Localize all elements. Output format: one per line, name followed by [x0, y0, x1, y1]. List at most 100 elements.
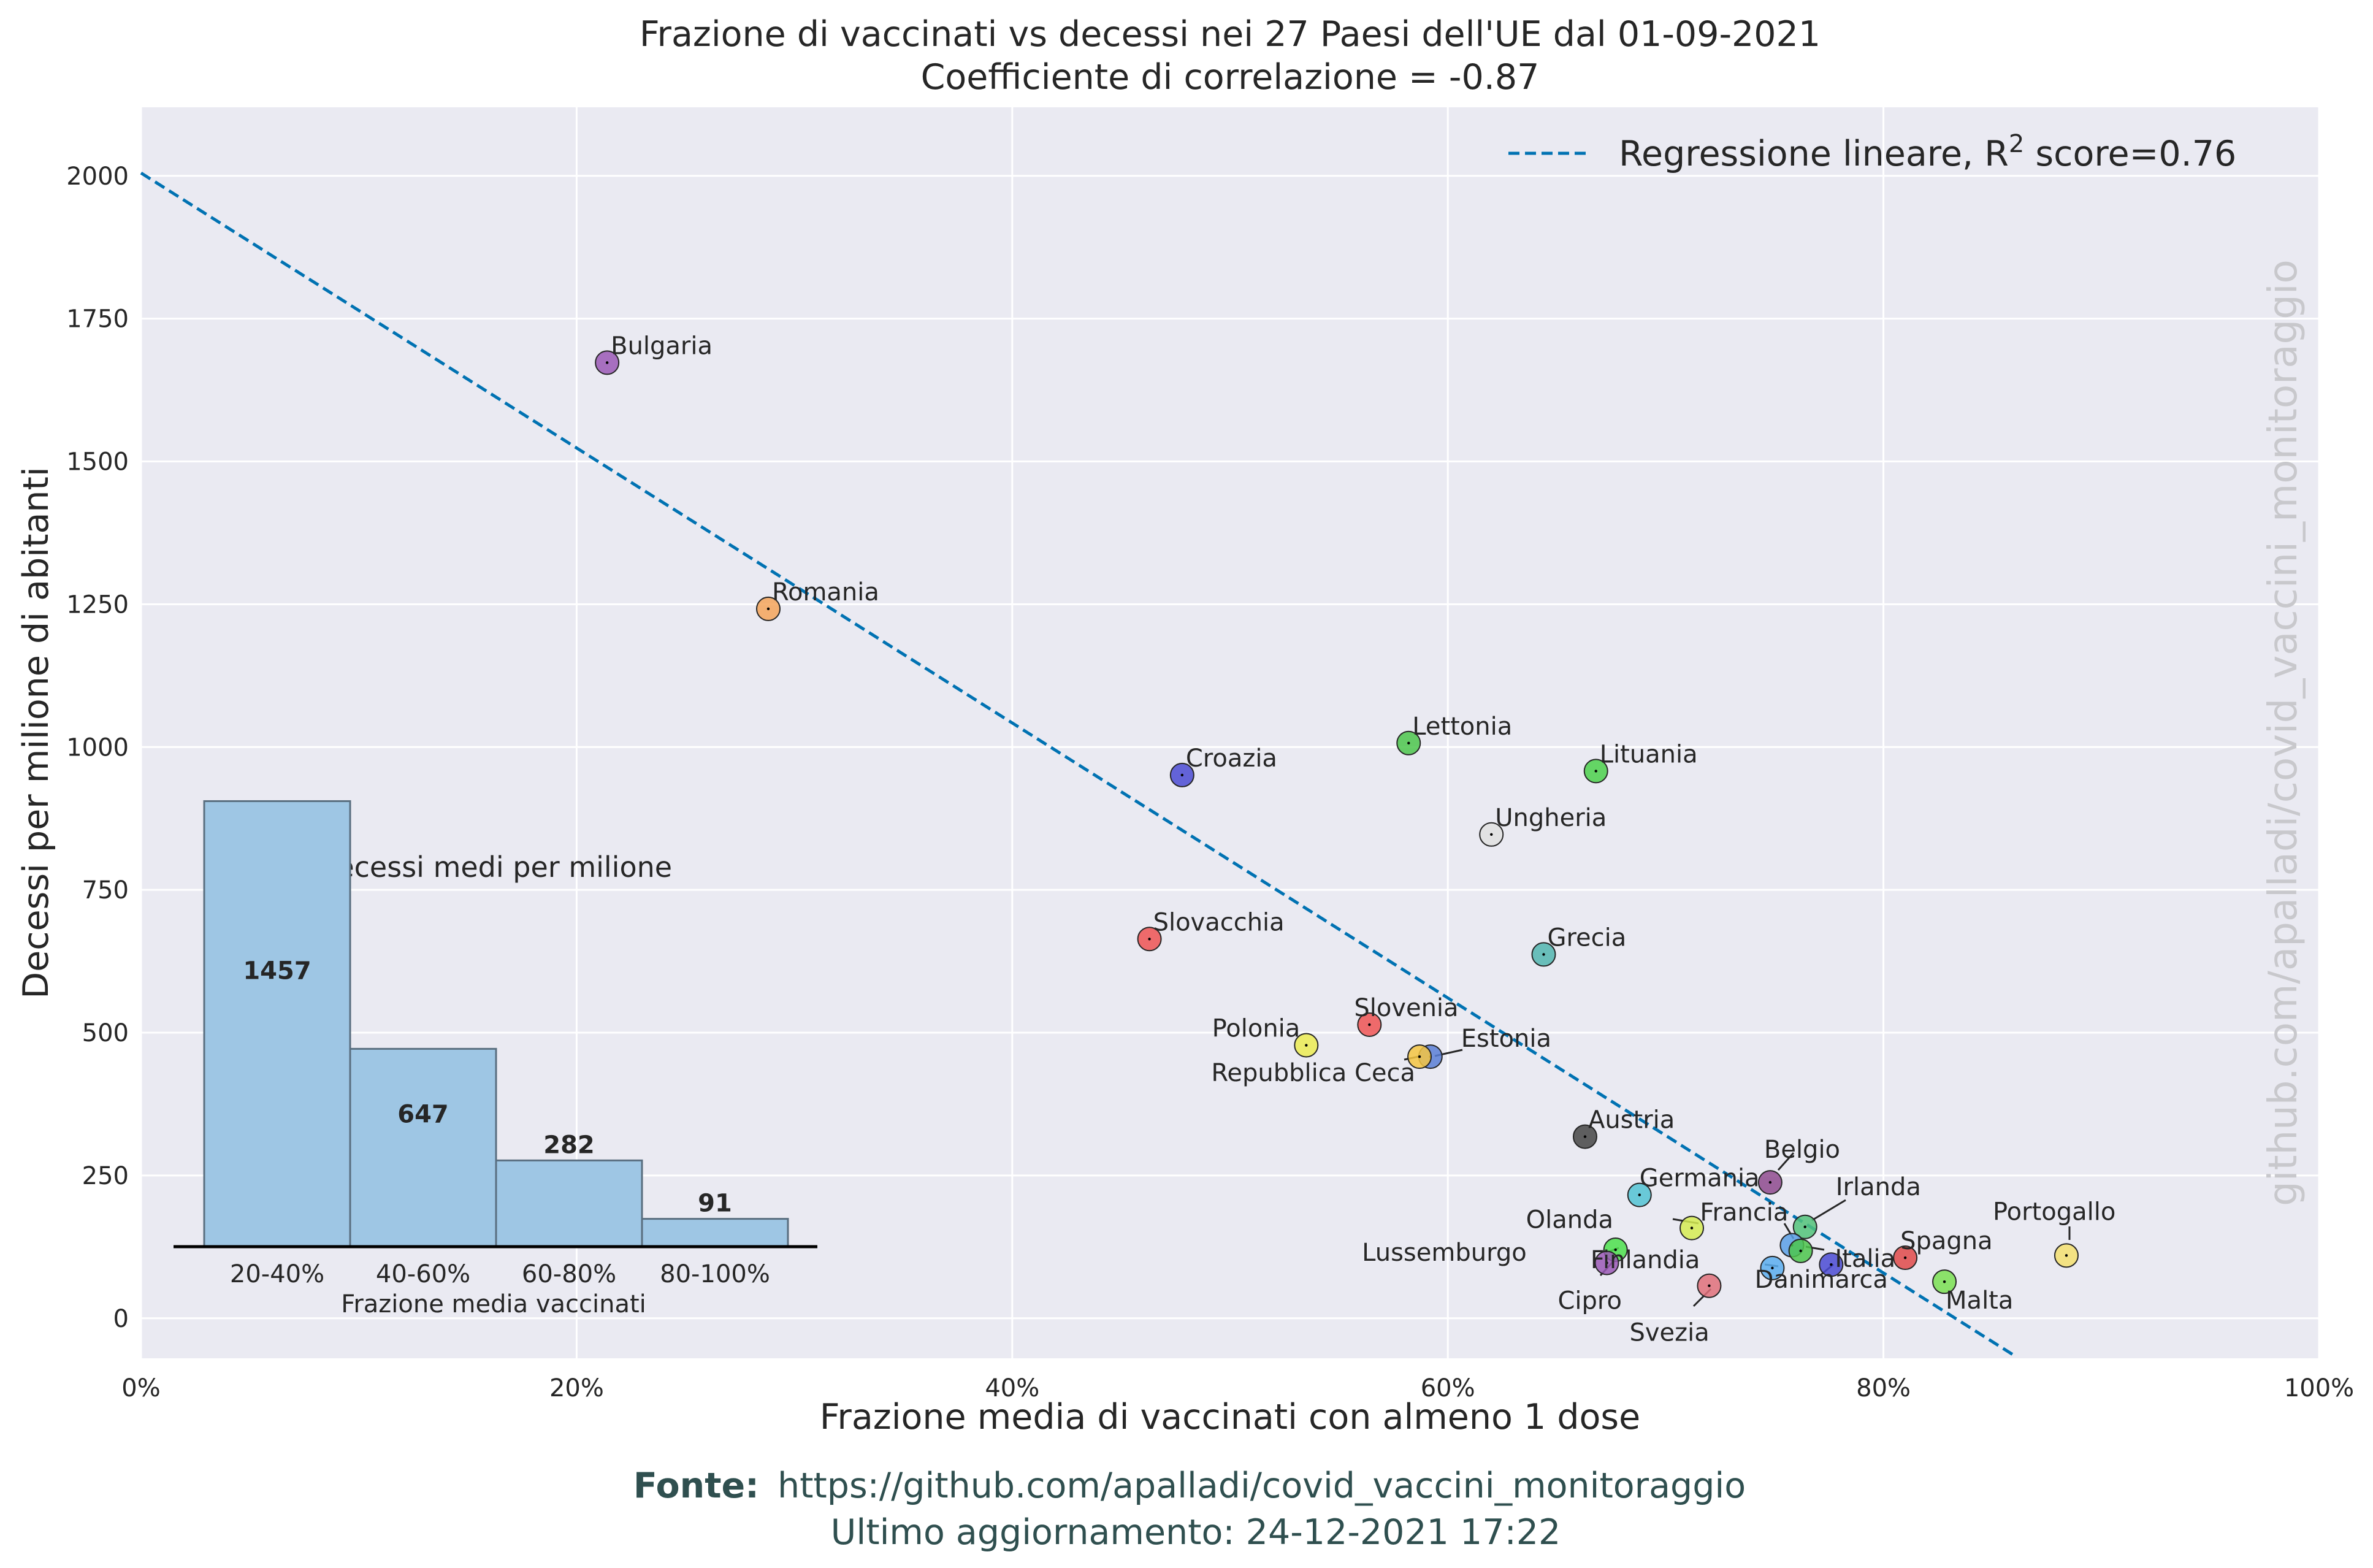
x-tick-label: 20%	[549, 1374, 604, 1402]
data-point-center	[1148, 938, 1151, 941]
y-tick-label: 250	[82, 1162, 129, 1190]
data-point-center	[1708, 1284, 1711, 1287]
inset-bar[interactable]	[495, 1159, 643, 1248]
point-label: Lituania	[1600, 740, 1698, 768]
x-axis-ticks: 0% 20% 40% 60% 80% 100%	[121, 1374, 2354, 1402]
point-label: Cipro	[1557, 1287, 1621, 1315]
inset-tick-label: 20-40%	[230, 1260, 324, 1288]
y-axis-label: Decessi per milione di abitanti	[16, 467, 56, 998]
x-tick-label: 80%	[1856, 1374, 1911, 1402]
inset-bar-value: 91	[698, 1190, 732, 1218]
legend-label: Regressione lineare, R2 score=0.76	[1619, 130, 2236, 174]
data-point-center	[1771, 1266, 1774, 1270]
data-point-center	[1768, 1180, 1772, 1184]
data-point-center	[2065, 1254, 2068, 1257]
watermark-text: github.com/apalladi/covid_vaccini_monito…	[2261, 259, 2306, 1206]
x-tick-label: 40%	[985, 1374, 1039, 1402]
y-tick-label: 1250	[66, 591, 129, 619]
point-label: Austria	[1588, 1106, 1675, 1134]
data-point-center	[1690, 1226, 1694, 1230]
data-point-center	[1180, 773, 1184, 777]
data-point-center	[1368, 1023, 1371, 1027]
point-label: Spagna	[1900, 1227, 1993, 1255]
leader-belgio	[1777, 1152, 1795, 1171]
point-label: Estonia	[1461, 1025, 1551, 1053]
inset-bar[interactable]	[203, 800, 351, 1248]
point-label: Polonia	[1212, 1015, 1301, 1043]
inset-bar-value: 282	[543, 1131, 595, 1159]
y-tick-label: 1000	[66, 733, 129, 762]
point-label: Malta	[1946, 1287, 2013, 1315]
inset-bar-chart: Decessi medi per milione 1457 20-40% 647 40…	[174, 800, 817, 1318]
inset-bar[interactable]	[349, 1047, 497, 1248]
x-tick-label: 0%	[121, 1374, 160, 1402]
chart-subtitle: Coefficiente di correlazione = -0.87	[921, 57, 1540, 98]
point-label: Olanda	[1526, 1206, 1613, 1234]
legend: Regressione lineare, R2 score=0.76	[1508, 130, 2236, 174]
inset-tick-label: 40-60%	[376, 1260, 470, 1288]
point-label: Slovenia	[1354, 994, 1458, 1022]
data-point-center	[1605, 1261, 1608, 1264]
plot-area	[141, 107, 2319, 1358]
chart-title: Frazione di vaccinati vs decessi nei 27 …	[640, 14, 1821, 55]
data-point-center	[1594, 770, 1597, 773]
inset-tick-label: 60-80%	[522, 1260, 616, 1288]
regression-line	[140, 172, 2016, 1357]
point-label: Romania	[772, 578, 879, 606]
point-label: Grecia	[1547, 924, 1626, 952]
data-point-center	[1803, 1225, 1806, 1228]
data-point-center	[1407, 741, 1410, 744]
data-point-center	[766, 607, 770, 611]
footer-source-url[interactable]: https://github.com/apalladi/covid_vaccin…	[778, 1466, 1746, 1506]
x-axis-label: Frazione media di vaccinati con almeno 1…	[820, 1397, 1640, 1437]
data-point-center	[1614, 1248, 1617, 1252]
point-labels: Bulgaria Romania Croazia Lettonia Lituania Un…	[611, 332, 2115, 1347]
point-label: Ungheria	[1495, 804, 1607, 832]
inset-tick-label: 80-100%	[660, 1260, 770, 1288]
inset-xlabel: Frazione media vaccinati	[341, 1290, 646, 1318]
point-label: Germania	[1640, 1165, 1760, 1193]
data-points	[595, 350, 2079, 1298]
point-label: Belgio	[1764, 1136, 1840, 1164]
inset-bar-value: 1457	[243, 957, 311, 985]
y-axis-ticks: 0 250 500 750 1000 1250 1500 1750 2000	[66, 163, 129, 1333]
y-tick-label: 1750	[66, 305, 129, 334]
data-point-center	[1943, 1280, 1946, 1283]
y-tick-label: 750	[82, 876, 129, 904]
y-tick-label: 500	[82, 1019, 129, 1047]
x-tick-label: 60%	[1421, 1374, 1475, 1402]
point-label: Francia	[1700, 1199, 1788, 1227]
y-tick-label: 1500	[66, 448, 129, 476]
inset-bar[interactable]	[641, 1218, 789, 1248]
point-label: Italia	[1835, 1245, 1895, 1273]
point-label: Portogallo	[1993, 1198, 2115, 1226]
data-point-center	[1418, 1055, 1421, 1058]
point-label: Finlandia	[1591, 1246, 1700, 1274]
inset-bar-value: 647	[397, 1100, 449, 1128]
data-point-center	[1490, 833, 1493, 836]
data-point-center	[1903, 1256, 1907, 1260]
x-tick-label: 100%	[2284, 1374, 2354, 1402]
y-tick-label: 0	[113, 1305, 129, 1333]
data-point-center	[1799, 1249, 1802, 1253]
point-label: Slovacchia	[1153, 908, 1285, 936]
data-point-center	[1542, 953, 1545, 956]
leader-irlanda	[1811, 1199, 1846, 1222]
footer-source: Fonte: https://github.com/apalladi/covid_…	[633, 1466, 1746, 1506]
footer-source-label: Fonte:	[633, 1466, 759, 1506]
data-point-center	[1830, 1263, 1833, 1266]
inset-title: Decessi medi per milione	[315, 851, 672, 884]
data-point-center	[605, 361, 609, 364]
point-label: Lettonia	[1412, 713, 1512, 741]
point-label: Croazia	[1186, 744, 1277, 773]
y-tick-label: 2000	[66, 163, 129, 191]
point-label: Repubblica Ceca	[1211, 1059, 1415, 1087]
data-point-center	[1638, 1193, 1641, 1196]
point-label: Svezia	[1629, 1319, 1709, 1347]
inset-bars: 1457 20-40% 647 40-60% 282 60-80% 91 80-100%	[203, 800, 789, 1288]
point-label: Bulgaria	[611, 332, 713, 360]
data-point-center	[1305, 1044, 1308, 1047]
point-label: Irlanda	[1836, 1173, 1921, 1201]
point-label: Lussemburgo	[1362, 1239, 1527, 1267]
